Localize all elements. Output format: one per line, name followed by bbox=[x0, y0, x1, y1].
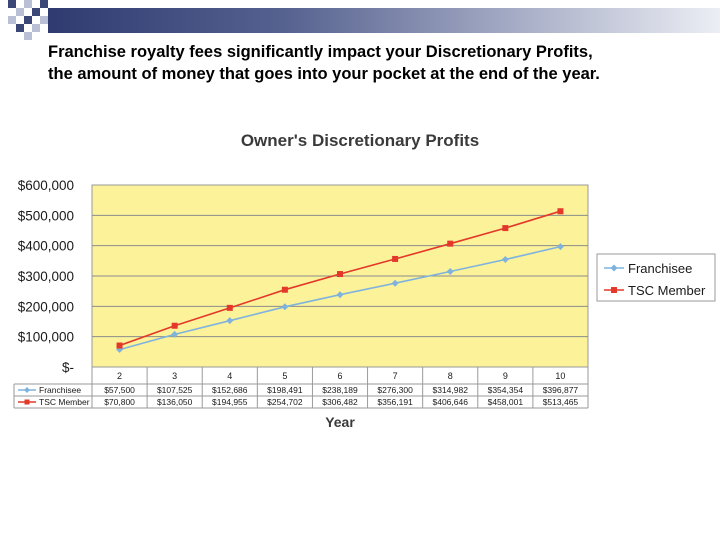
data-point bbox=[281, 303, 289, 311]
corner-square bbox=[16, 24, 24, 32]
data-label: $513,465 bbox=[543, 397, 579, 407]
data-point bbox=[171, 330, 179, 338]
data-point bbox=[501, 256, 509, 264]
legend-label: Franchisee bbox=[628, 261, 692, 276]
data-label: $70,800 bbox=[104, 397, 135, 407]
x-tick-label: 10 bbox=[555, 371, 565, 381]
data-label: $306,482 bbox=[322, 397, 358, 407]
data-label: $107,525 bbox=[157, 385, 193, 395]
data-label: $198,491 bbox=[267, 385, 303, 395]
data-point bbox=[226, 304, 233, 311]
y-tick-label: $500,000 bbox=[18, 208, 74, 223]
data-point bbox=[281, 286, 288, 293]
data-label: $276,300 bbox=[377, 385, 413, 395]
slide-headline: Franchise royalty fees significantly imp… bbox=[48, 41, 698, 85]
data-label: $314,982 bbox=[432, 385, 468, 395]
data-point bbox=[116, 342, 123, 349]
data-point bbox=[557, 208, 564, 215]
data-point bbox=[336, 291, 344, 299]
data-label: $354,354 bbox=[488, 385, 524, 395]
x-tick-label: 9 bbox=[503, 371, 508, 381]
corner-square bbox=[32, 8, 40, 16]
data-point bbox=[447, 240, 454, 247]
headline-line-1: Franchise royalty fees significantly imp… bbox=[48, 43, 593, 61]
data-label: $458,001 bbox=[488, 397, 524, 407]
x-tick-label: 7 bbox=[393, 371, 398, 381]
data-point bbox=[502, 225, 509, 232]
data-label: $152,686 bbox=[212, 385, 248, 395]
x-tick-label: 5 bbox=[282, 371, 287, 381]
legend-marker bbox=[611, 287, 617, 293]
data-point bbox=[337, 271, 343, 278]
x-axis-label: Year bbox=[325, 414, 355, 430]
data-label: $238,189 bbox=[322, 385, 358, 395]
legend-label: TSC Member bbox=[628, 283, 706, 298]
y-tick-label: $400,000 bbox=[18, 239, 74, 254]
data-point bbox=[556, 243, 564, 251]
headline-line-2: the amount of money that goes into your … bbox=[48, 65, 600, 83]
data-label: $136,050 bbox=[157, 397, 193, 407]
data-point bbox=[171, 322, 178, 329]
data-label: $396,877 bbox=[543, 385, 579, 395]
data-point bbox=[226, 317, 234, 325]
corner-square bbox=[8, 16, 16, 24]
corner-square bbox=[16, 8, 24, 16]
slide-decoration bbox=[0, 0, 720, 44]
y-tick-label: $200,000 bbox=[18, 299, 74, 314]
title-band bbox=[48, 8, 720, 33]
x-tick-label: 3 bbox=[172, 371, 177, 381]
table-series-name: TSC Member bbox=[39, 397, 90, 407]
data-point bbox=[446, 267, 454, 275]
x-tick-label: 2 bbox=[117, 371, 122, 381]
y-tick-label: $600,000 bbox=[18, 178, 74, 193]
y-tick-label: $100,000 bbox=[18, 330, 74, 345]
x-tick-label: 6 bbox=[337, 371, 342, 381]
legend-marker bbox=[610, 264, 618, 272]
corner-square bbox=[32, 24, 40, 32]
table-series-name: Franchisee bbox=[39, 385, 81, 395]
y-tick-label: $- bbox=[62, 360, 74, 375]
corner-square bbox=[24, 16, 32, 24]
data-point bbox=[392, 255, 399, 262]
corner-square bbox=[8, 0, 16, 8]
chart-title: Owner's Discretionary Profits bbox=[241, 131, 479, 150]
y-tick-label: $300,000 bbox=[18, 269, 74, 284]
x-tick-label: 8 bbox=[448, 371, 453, 381]
data-label: $57,500 bbox=[104, 385, 135, 395]
x-tick-label: 4 bbox=[227, 371, 232, 381]
data-point bbox=[391, 279, 399, 287]
corner-square bbox=[24, 0, 32, 8]
corner-square bbox=[40, 0, 48, 8]
data-label: $356,191 bbox=[377, 397, 413, 407]
table-legend-marker bbox=[24, 399, 30, 405]
corner-square bbox=[24, 32, 32, 40]
data-label: $254,702 bbox=[267, 397, 303, 407]
legend bbox=[596, 253, 716, 302]
data-label: $194,955 bbox=[212, 397, 248, 407]
data-label: $406,646 bbox=[432, 397, 468, 407]
table-legend-marker bbox=[24, 387, 30, 393]
corner-square bbox=[40, 16, 48, 24]
